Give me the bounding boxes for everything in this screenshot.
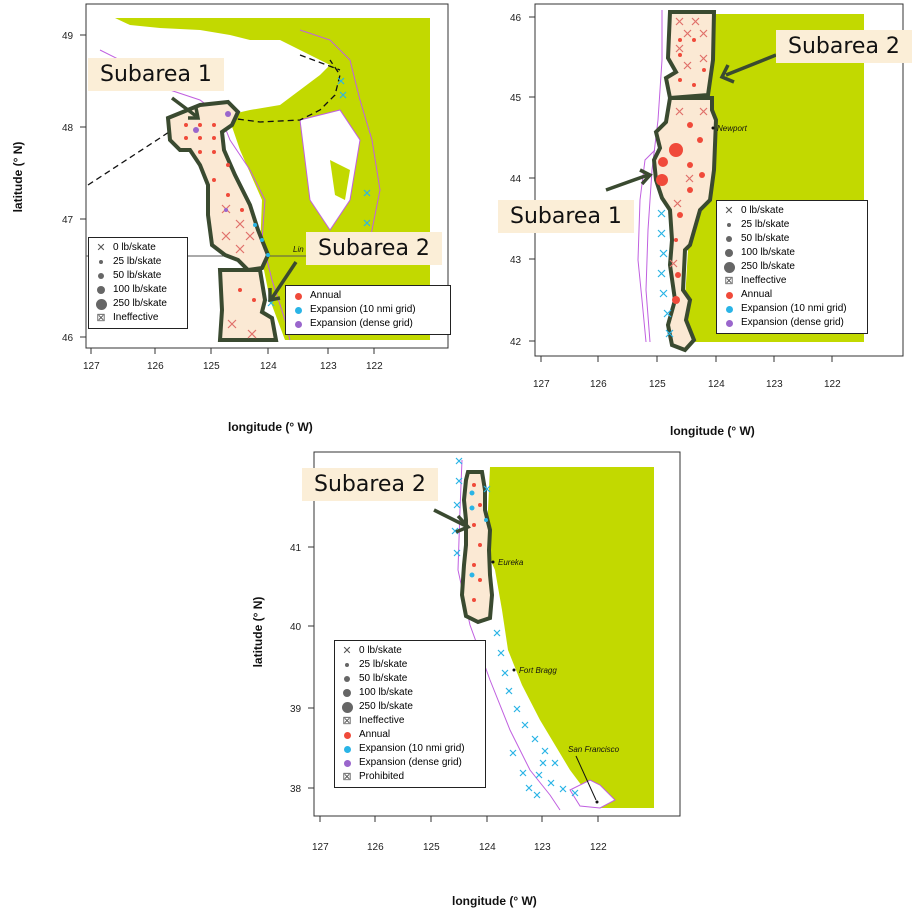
dot-icon [725,291,733,299]
map-north: Lin [62,3,449,372]
boxed-x-icon: ⊠ [342,715,352,727]
dot-icon [344,676,350,682]
callout-subarea-2: Subarea 2 [776,30,912,63]
dot-icon [294,292,302,300]
expansion-stations [253,223,270,257]
dot-icon [343,759,351,767]
annual-stations [184,123,256,302]
x-tick: 123 [320,361,337,372]
x-tick: 127 [533,379,550,390]
place-label-fort-bragg: Fort Bragg [519,666,557,675]
map-california-yaxis: 41 40 39 38 [290,543,302,795]
y-tick: 39 [290,704,302,715]
dot-icon [723,261,735,273]
dot-icon [343,745,351,753]
subarea-2-polygon [459,470,495,625]
x-icon: ✕ [342,645,352,657]
place-label-lin: Lin [293,245,304,254]
legend-oregon: ✕ 0 lb/skate 25 lb/skate 50 lb/skate 100 … [716,200,868,334]
legend-california: ✕ 0 lb/skate 25 lb/skate 50 lb/skate 100 … [334,640,486,788]
x-tick: 125 [649,379,666,390]
y-tick: 48 [62,123,74,134]
callout-subarea-1: Subarea 1 [88,58,224,91]
dot-icon [727,223,731,227]
map-panel-oregon: Newport 127 126 125 124 123 122 46 45 44… [480,0,923,440]
y-axis-label: latitude (° N) [11,141,25,213]
place-label-eureka: Eureka [498,558,524,567]
y-tick: 43 [510,255,522,266]
x-tick: 122 [590,842,607,853]
map-panel-north: latitude (° N) Lin [0,0,460,440]
dot-icon [343,689,351,697]
x-icon: ✕ [724,205,734,217]
x-axis-label: longitude (° W) [452,894,537,908]
subarea-1-polygon [651,96,719,353]
dot-icon [97,286,105,294]
y-tick: 41 [290,543,302,554]
x-tick: 124 [479,842,496,853]
y-tick: 45 [510,93,522,104]
x-tick: 126 [147,361,164,372]
boxed-x-icon: ⊠ [724,275,734,287]
callout-subarea-2: Subarea 2 [306,232,442,265]
place-label-san-francisco: San Francisco [568,745,620,754]
dot-icon [294,306,302,314]
y-tick: 49 [62,31,74,42]
callout-subarea-2: Subarea 2 [302,468,438,501]
zero-catch-stations [221,204,257,339]
x-tick: 125 [423,842,440,853]
x-tick: 124 [708,379,725,390]
dot-icon [98,273,104,279]
map-california-axis: 127 126 125 124 123 122 [312,842,607,853]
y-tick: 46 [62,333,74,344]
callout-subarea-1: Subarea 1 [498,200,634,233]
y-tick: 44 [510,174,522,185]
expansion-stations [469,490,488,578]
x-tick: 122 [366,361,383,372]
x-axis-label: longitude (° W) [670,424,755,438]
dot-icon [726,236,732,242]
dot-icon [95,298,107,310]
dot-icon [341,701,353,713]
y-tick: 47 [62,215,74,226]
y-tick: 38 [290,784,302,795]
x-tick: 126 [367,842,384,853]
y-tick: 46 [510,13,522,24]
annual-stations [656,38,706,304]
legend-size: ✕ 0 lb/skate 25 lb/skate 50 lb/skate 100 … [88,237,188,329]
dot-icon [345,663,349,667]
dot-icon [343,731,351,739]
x-tick: 123 [766,379,783,390]
x-tick: 122 [824,379,841,390]
dot-icon [294,320,302,328]
dot-icon [99,260,103,264]
boxed-x-icon: ⊠ [342,771,352,783]
x-tick: 127 [312,842,329,853]
boxed-x-icon: ⊠ [96,312,106,324]
place-label-newport: Newport [717,124,748,133]
y-tick: 40 [290,622,302,633]
y-tick: 42 [510,337,522,348]
subarea-1-polygon [165,99,271,273]
x-tick: 127 [83,361,100,372]
annual-stations [472,483,482,602]
x-axis-label: longitude (° W) [228,420,313,434]
x-tick: 123 [534,842,551,853]
x-tick: 126 [590,379,607,390]
expansion-dense-stations [193,111,231,212]
dot-icon [725,319,733,327]
dot-icon [725,249,733,257]
x-icon: ✕ [96,242,106,254]
map-panel-california: latitude (° N) [240,450,690,915]
x-tick: 125 [203,361,220,372]
legend-type: Annual Expansion (10 nmi grid) Expansion… [285,285,451,335]
dot-icon [725,305,733,313]
x-tick: 124 [260,361,277,372]
land [486,467,654,808]
